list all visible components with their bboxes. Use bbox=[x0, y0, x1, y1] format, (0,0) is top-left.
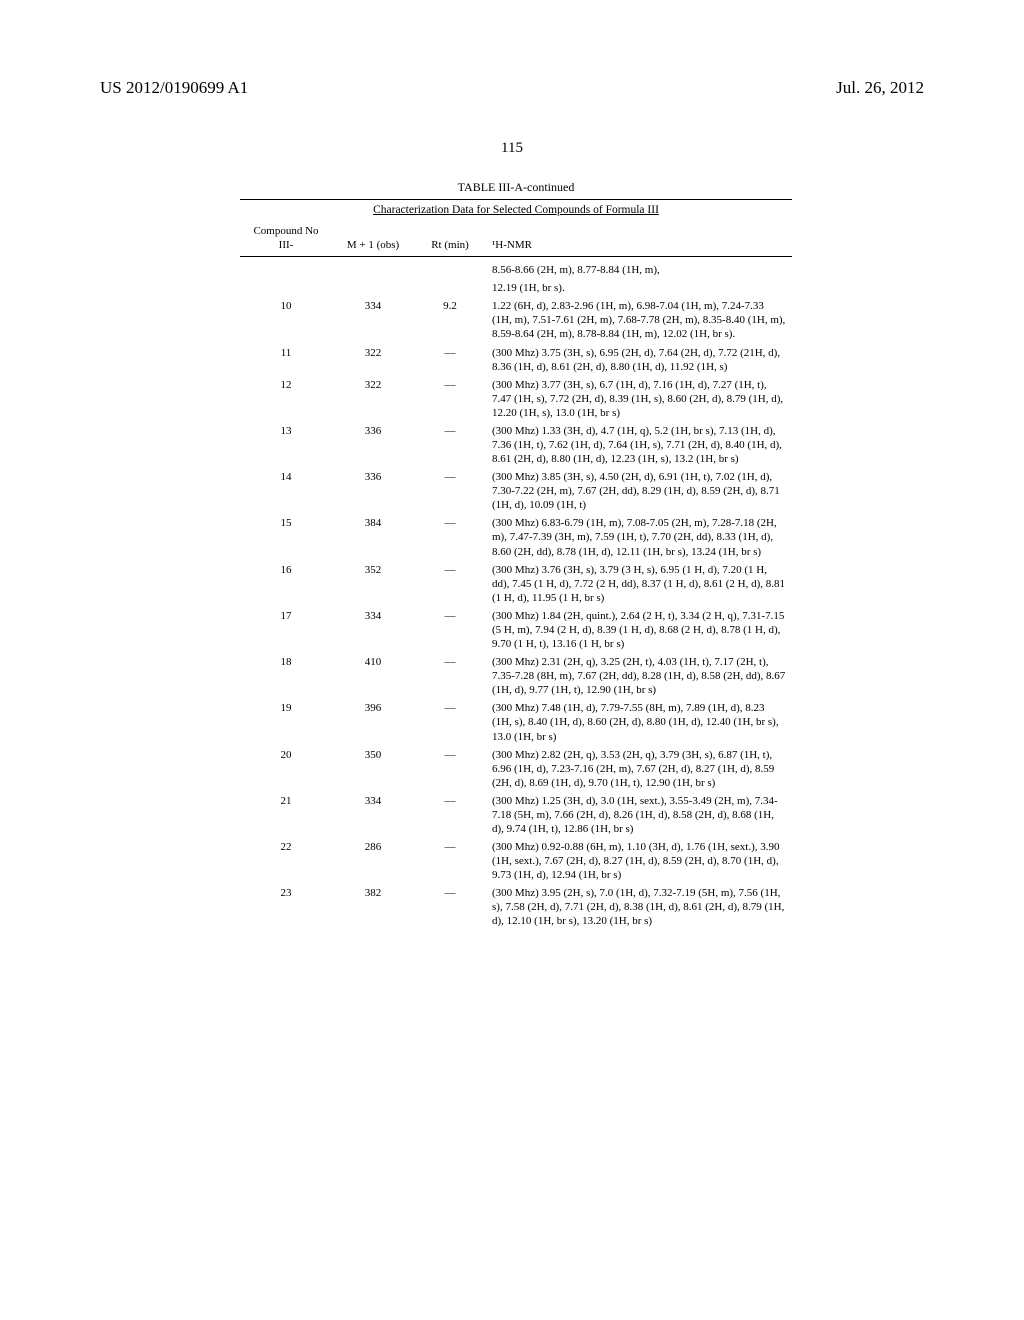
mass-obs: 334 bbox=[332, 607, 414, 653]
compound-no: 14 bbox=[240, 468, 332, 514]
rt-min: — bbox=[414, 838, 486, 884]
page-number: 115 bbox=[0, 140, 1024, 157]
compound-no: 12 bbox=[240, 376, 332, 422]
col-nmr: ¹H-NMR bbox=[486, 222, 792, 257]
compound-no: 10 bbox=[240, 297, 332, 343]
rt-min: — bbox=[414, 514, 486, 560]
mass-obs: 350 bbox=[332, 746, 414, 792]
mass-obs: 336 bbox=[332, 422, 414, 468]
compound-no: 13 bbox=[240, 422, 332, 468]
nmr-cell: (300 Mhz) 3.75 (3H, s), 6.95 (2H, d), 7.… bbox=[486, 344, 792, 376]
mass-obs: 322 bbox=[332, 344, 414, 376]
nmr-cell: (300 Mhz) 3.85 (3H, s), 4.50 (2H, d), 6.… bbox=[486, 468, 792, 514]
nmr-cell: (300 Mhz) 7.48 (1H, d), 7.79-7.55 (8H, m… bbox=[486, 699, 792, 745]
mass-obs: 384 bbox=[332, 514, 414, 560]
rt-min: — bbox=[414, 422, 486, 468]
col-compound: Compound No III- bbox=[240, 222, 332, 257]
compound-no: 15 bbox=[240, 514, 332, 560]
compound-no: 21 bbox=[240, 792, 332, 838]
mass-obs: 286 bbox=[332, 838, 414, 884]
rt-min: — bbox=[414, 468, 486, 514]
compound-no: 23 bbox=[240, 884, 332, 930]
nmr-cell: (300 Mhz) 1.84 (2H, quint.), 2.64 (2 H, … bbox=[486, 607, 792, 653]
nmr-cell: (300 Mhz) 6.83-6.79 (1H, m), 7.08-7.05 (… bbox=[486, 514, 792, 560]
compound-no: 20 bbox=[240, 746, 332, 792]
rt-min: 9.2 bbox=[414, 297, 486, 343]
table-title: TABLE III-A-continued bbox=[240, 180, 792, 195]
table-subtitle: Characterization Data for Selected Compo… bbox=[240, 199, 792, 216]
compound-no: 17 bbox=[240, 607, 332, 653]
rt-min: — bbox=[414, 561, 486, 607]
rt-min: — bbox=[414, 344, 486, 376]
col-mass: M + 1 (obs) bbox=[332, 222, 414, 257]
mass-obs: 334 bbox=[332, 792, 414, 838]
mass-obs: 334 bbox=[332, 297, 414, 343]
nmr-cell: (300 Mhz) 1.25 (3H, d), 3.0 (1H, sext.),… bbox=[486, 792, 792, 838]
nmr-cell: (300 Mhz) 2.31 (2H, q), 3.25 (2H, t), 4.… bbox=[486, 653, 792, 699]
nmr-table: Compound No III- M + 1 (obs) Rt (min) ¹H… bbox=[240, 222, 792, 931]
nmr-cell: (300 Mhz) 3.76 (3H, s), 3.79 (3 H, s), 6… bbox=[486, 561, 792, 607]
compound-no: 19 bbox=[240, 699, 332, 745]
rt-min: — bbox=[414, 376, 486, 422]
nmr-cell: (300 Mhz) 1.33 (3H, d), 4.7 (1H, q), 5.2… bbox=[486, 422, 792, 468]
nmr-cell: (300 Mhz) 3.77 (3H, s), 6.7 (1H, d), 7.1… bbox=[486, 376, 792, 422]
rt-min: — bbox=[414, 607, 486, 653]
compound-no: 18 bbox=[240, 653, 332, 699]
mass-obs: 322 bbox=[332, 376, 414, 422]
nmr-cell: (300 Mhz) 2.82 (2H, q), 3.53 (2H, q), 3.… bbox=[486, 746, 792, 792]
pub-date: Jul. 26, 2012 bbox=[836, 78, 924, 98]
rt-min: — bbox=[414, 653, 486, 699]
rt-min: — bbox=[414, 792, 486, 838]
compound-no: 11 bbox=[240, 344, 332, 376]
col-rt: Rt (min) bbox=[414, 222, 486, 257]
rt-min: — bbox=[414, 746, 486, 792]
pub-number: US 2012/0190699 A1 bbox=[100, 78, 248, 98]
mass-obs: 336 bbox=[332, 468, 414, 514]
nmr-cell: (300 Mhz) 3.95 (2H, s), 7.0 (1H, d), 7.3… bbox=[486, 884, 792, 930]
rt-min: — bbox=[414, 884, 486, 930]
nmr-cell: 8.56-8.66 (2H, m), 8.77-8.84 (1H, m), bbox=[486, 257, 792, 280]
nmr-cell: 12.19 (1H, br s). bbox=[486, 279, 792, 297]
compound-no: 16 bbox=[240, 561, 332, 607]
compound-no: 22 bbox=[240, 838, 332, 884]
data-table: TABLE III-A-continued Characterization D… bbox=[240, 180, 792, 931]
mass-obs: 410 bbox=[332, 653, 414, 699]
nmr-cell: (300 Mhz) 0.92-0.88 (6H, m), 1.10 (3H, d… bbox=[486, 838, 792, 884]
mass-obs: 352 bbox=[332, 561, 414, 607]
nmr-cell: 1.22 (6H, d), 2.83-2.96 (1H, m), 6.98-7.… bbox=[486, 297, 792, 343]
mass-obs: 396 bbox=[332, 699, 414, 745]
rt-min: — bbox=[414, 699, 486, 745]
mass-obs: 382 bbox=[332, 884, 414, 930]
